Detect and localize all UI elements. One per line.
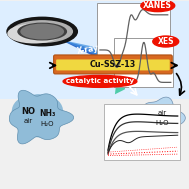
Text: Cu-SSZ-13: Cu-SSZ-13 [90,60,136,69]
Polygon shape [60,40,130,69]
Text: H₂O: H₂O [155,120,169,126]
Ellipse shape [143,103,163,124]
Ellipse shape [149,104,175,130]
Polygon shape [60,40,130,74]
Ellipse shape [7,24,61,43]
Text: X-ray: X-ray [76,43,100,56]
FancyBboxPatch shape [54,55,172,74]
Ellipse shape [159,111,177,129]
FancyBboxPatch shape [98,3,170,72]
FancyBboxPatch shape [0,1,189,99]
FancyBboxPatch shape [114,38,173,87]
Ellipse shape [17,110,42,135]
Polygon shape [9,90,74,144]
Ellipse shape [152,101,171,120]
Ellipse shape [20,99,56,135]
Ellipse shape [26,114,50,137]
Ellipse shape [153,36,179,47]
Text: air: air [157,110,166,116]
Ellipse shape [153,115,170,132]
Text: NH₃: NH₃ [39,109,55,118]
Polygon shape [141,97,185,136]
Text: H₂O: H₂O [40,121,54,127]
Polygon shape [115,67,128,94]
Text: catalytic activity: catalytic activity [66,78,134,84]
Ellipse shape [159,103,180,124]
Ellipse shape [63,75,137,87]
Text: XES: XES [157,37,174,46]
FancyBboxPatch shape [56,60,170,70]
Ellipse shape [25,94,52,121]
Ellipse shape [141,0,175,12]
Text: XANES: XANES [143,1,172,10]
Ellipse shape [6,17,78,46]
Ellipse shape [34,97,63,126]
Ellipse shape [146,112,164,130]
Ellipse shape [11,20,73,43]
FancyBboxPatch shape [105,104,180,160]
Text: air: air [24,118,33,124]
Ellipse shape [34,109,59,134]
Ellipse shape [20,24,64,40]
Ellipse shape [12,97,41,126]
Ellipse shape [17,22,67,40]
Text: NO: NO [21,107,35,116]
